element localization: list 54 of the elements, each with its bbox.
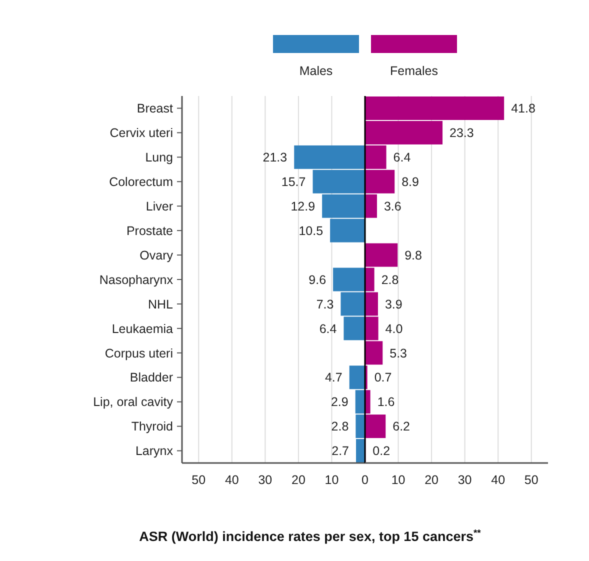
data-label: 6.4 bbox=[319, 322, 337, 336]
y-tick-label: Lip, oral cavity bbox=[93, 395, 174, 410]
x-tick-label: 30 bbox=[258, 473, 272, 487]
data-label: 2.7 bbox=[332, 444, 350, 458]
y-tick-label: Ovary bbox=[140, 248, 174, 262]
data-label: 21.3 bbox=[262, 150, 288, 165]
y-tick-label: Larynx bbox=[135, 444, 174, 458]
data-label: 8.9 bbox=[402, 175, 420, 190]
data-label: 41.8 bbox=[511, 102, 536, 116]
data-label: 9.6 bbox=[308, 272, 326, 287]
y-tick-label: NHL bbox=[148, 297, 174, 312]
y-tick-label: Lung bbox=[145, 150, 174, 165]
x-tick-label: 30 bbox=[458, 473, 472, 487]
y-tick-label: Bladder bbox=[130, 370, 173, 385]
x-tick-label: 40 bbox=[491, 473, 506, 487]
data-label: 0.2 bbox=[372, 444, 390, 458]
y-tick-label: Liver bbox=[146, 199, 173, 214]
data-label: 2.8 bbox=[331, 420, 349, 434]
data-label: 7.3 bbox=[316, 297, 334, 312]
data-label: 3.6 bbox=[384, 199, 402, 214]
y-tick-label: Nasopharynx bbox=[99, 272, 174, 287]
x-tick-label: 40 bbox=[224, 473, 239, 487]
data-label: 4.0 bbox=[385, 322, 403, 336]
x-tick-label: 50 bbox=[524, 473, 538, 487]
data-label: 5.3 bbox=[390, 346, 408, 360]
x-tick-label: 10 bbox=[324, 473, 339, 487]
data-label: 2.8 bbox=[381, 272, 399, 287]
data-label: 3.9 bbox=[384, 297, 402, 312]
y-tick-label: Prostate bbox=[126, 224, 174, 238]
x-tick-label: 0 bbox=[362, 473, 369, 487]
data-label: 23.3 bbox=[450, 126, 474, 140]
data-label: 6.2 bbox=[392, 420, 410, 434]
data-label: 12.9 bbox=[290, 199, 316, 214]
x-tick-label: 50 bbox=[192, 473, 206, 487]
y-tick-label: Corpus uteri bbox=[104, 346, 173, 360]
data-label: 2.9 bbox=[330, 395, 348, 410]
data-label: 10.5 bbox=[298, 224, 324, 238]
x-tick-label: 10 bbox=[391, 473, 406, 487]
y-tick-label: Cervix uteri bbox=[110, 126, 173, 140]
y-tick-label: Thyroid bbox=[131, 420, 174, 434]
data-label: 0.7 bbox=[374, 370, 392, 385]
y-tick-label: Colorectum bbox=[109, 175, 173, 190]
x-tick-label: 20 bbox=[424, 473, 439, 487]
y-tick-label: Breast bbox=[136, 102, 174, 116]
x-tick-label: 20 bbox=[292, 473, 306, 487]
data-label: 15.7 bbox=[281, 175, 306, 190]
text: ASR (World) incidence rates per sex, top 15 cancers$^{**}$ bbox=[139, 528, 482, 544]
text: Males bbox=[299, 64, 333, 78]
data-label: 6.4 bbox=[393, 150, 411, 165]
y-tick-label: Leukaemia bbox=[112, 322, 174, 336]
data-label: 9.8 bbox=[404, 248, 422, 262]
series-label: Females bbox=[390, 64, 438, 78]
data-label: 4.7 bbox=[324, 370, 342, 385]
data-label: 1.6 bbox=[377, 395, 395, 410]
